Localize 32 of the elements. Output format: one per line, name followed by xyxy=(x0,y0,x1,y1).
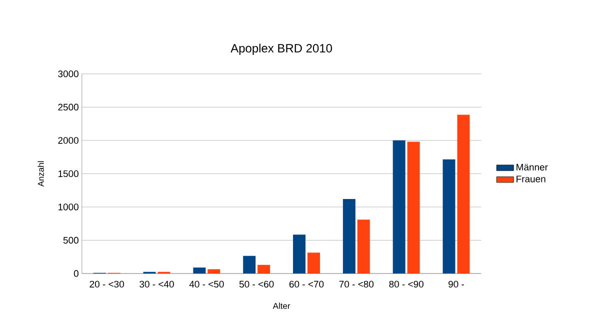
bar xyxy=(342,198,356,274)
y-tick-label: 500 xyxy=(63,236,78,244)
x-tick-label: 40 - <50 xyxy=(189,280,224,288)
legend-label: Frauen xyxy=(516,175,546,182)
bar xyxy=(307,252,320,274)
x-tick-label: 70 - <80 xyxy=(339,280,374,288)
bar xyxy=(392,140,406,274)
y-axis-title: Anzahl xyxy=(38,161,44,186)
x-axis-title: Alter xyxy=(272,302,290,309)
legend-label: Männer xyxy=(516,164,548,170)
bar xyxy=(258,264,270,274)
bar xyxy=(208,268,220,274)
x-tick-label: 60 - <70 xyxy=(289,280,324,288)
bar xyxy=(243,256,256,274)
y-tick-label: 0 xyxy=(74,270,78,277)
x-tick-label: 90 - xyxy=(448,280,464,288)
y-tick-label: 2000 xyxy=(58,136,78,144)
x-tick-label: 50 - <60 xyxy=(239,280,274,288)
bar xyxy=(193,267,206,274)
bar xyxy=(407,142,420,274)
y-tick-label: 1500 xyxy=(58,170,78,177)
chart-title: Apoplex BRD 2010 xyxy=(230,43,332,55)
bar xyxy=(357,219,370,274)
y-tick-label: 2500 xyxy=(58,104,78,110)
bar xyxy=(457,114,470,274)
y-tick-label: 3000 xyxy=(58,70,78,78)
x-tick-label: 80 - <90 xyxy=(389,280,424,288)
bar xyxy=(442,159,456,274)
x-tick-label: 30 - <40 xyxy=(140,280,174,288)
bar xyxy=(293,234,306,274)
x-tick-label: 20 - <30 xyxy=(90,280,124,288)
y-tick-label: 1000 xyxy=(58,203,78,210)
